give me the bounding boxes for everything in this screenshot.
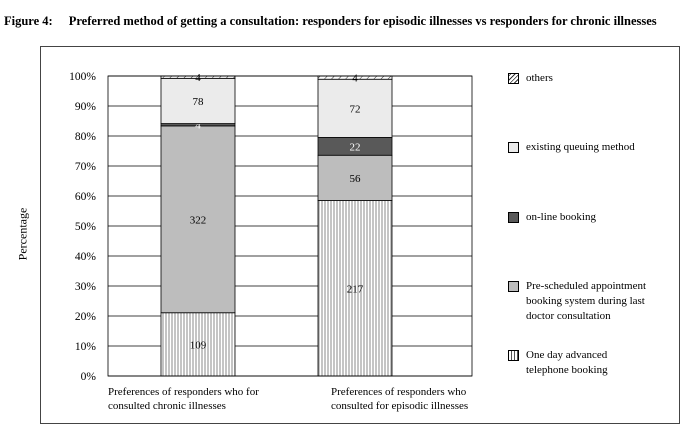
- data-label: 4: [352, 73, 358, 85]
- bar-segment: [160, 125, 236, 314]
- y-tick-label: 30%: [75, 281, 97, 293]
- legend-label: existing queuing method: [526, 141, 635, 153]
- data-label: 22: [350, 141, 361, 153]
- y-tick-label: 70%: [75, 161, 97, 173]
- legend-item: others: [508, 71, 666, 86]
- data-label: 217: [347, 283, 364, 295]
- y-tick-label: 90%: [75, 101, 97, 113]
- legend-swatch: [508, 212, 519, 223]
- data-label: 72: [350, 103, 361, 115]
- y-tick-label: 40%: [75, 251, 97, 263]
- legend-item: existing queuing method: [508, 140, 666, 155]
- y-tick-label: 80%: [75, 131, 97, 143]
- y-tick-label: 20%: [75, 311, 97, 323]
- data-label: 4: [195, 72, 201, 84]
- data-label: 322: [190, 214, 207, 226]
- legend-item: One day advanced telephone booking: [508, 348, 666, 378]
- y-tick-label: 0%: [81, 371, 97, 383]
- bar-segment: [160, 312, 236, 377]
- y-tick-label: 50%: [75, 221, 97, 233]
- chart-frame: [40, 46, 680, 424]
- legend-label: on-line booking: [526, 211, 596, 223]
- legend-item: Pre-scheduled appointment booking system…: [508, 279, 666, 324]
- figure-number: Figure 4:: [4, 14, 53, 28]
- plot-area: [107, 75, 473, 377]
- x-category-label: Preferences of responders who for consul…: [108, 386, 259, 412]
- legend-item: on-line booking: [508, 210, 666, 225]
- legend-label: others: [526, 72, 553, 84]
- legend-swatch: [508, 142, 519, 153]
- data-label: 109: [190, 339, 207, 351]
- y-tick-label: 10%: [75, 341, 97, 353]
- bar-segment: [317, 78, 393, 138]
- figure-title-text: Preferred method of getting a consultati…: [68, 14, 657, 28]
- x-category-label: Preferences of responders who consulted …: [331, 386, 469, 412]
- legend-label: One day advanced telephone booking: [526, 349, 608, 376]
- y-tick-label: 100%: [69, 71, 96, 83]
- y-tick-label: 60%: [75, 191, 97, 203]
- legend-swatch: [508, 73, 519, 84]
- bar-segment: [317, 200, 393, 377]
- legend-swatch: [508, 281, 519, 292]
- bar-segment: [317, 154, 393, 201]
- legend-label: Pre-scheduled appointment booking system…: [526, 280, 647, 322]
- figure-title: Figure 4: Preferred method of getting a c…: [4, 14, 657, 29]
- legend-swatch: [508, 350, 519, 361]
- data-label: 78: [193, 96, 205, 108]
- data-label: 56: [350, 173, 362, 185]
- data-label: 4: [195, 120, 201, 132]
